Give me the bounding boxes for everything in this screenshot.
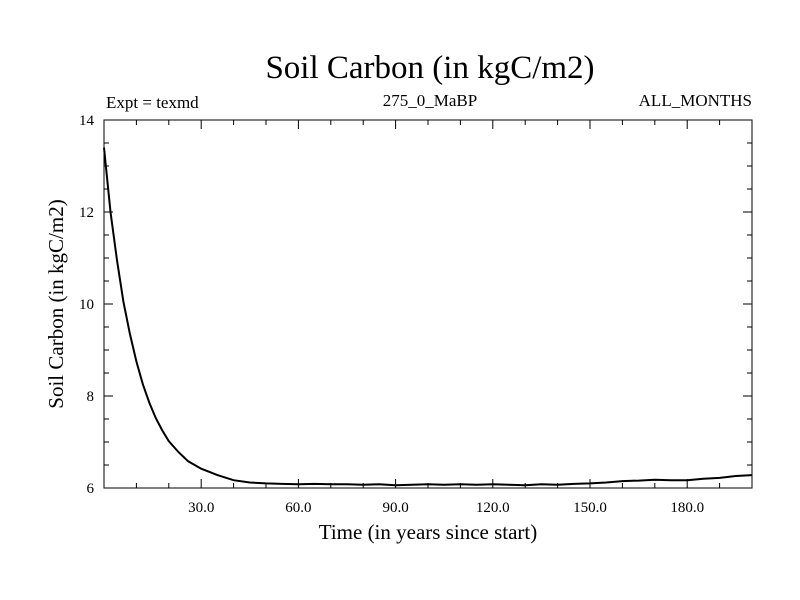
months-label: ALL_MONTHS bbox=[639, 91, 752, 110]
y-axis-ticks: 6 8 10 12 14 bbox=[79, 113, 752, 497]
x-tick-label: 30.0 bbox=[188, 500, 214, 516]
period-label: 275_0_MaBP bbox=[383, 91, 477, 110]
y-tick-label: 6 bbox=[87, 481, 95, 497]
x-tick-label: 150.0 bbox=[573, 500, 607, 516]
y-tick-label: 12 bbox=[79, 205, 94, 221]
x-tick-label: 90.0 bbox=[382, 500, 408, 516]
x-tick-label: 120.0 bbox=[476, 500, 510, 516]
x-tick-label: 180.0 bbox=[670, 500, 704, 516]
experiment-label: Expt = texmd bbox=[106, 93, 199, 112]
chart-title: Soil Carbon (in kgC/m2) bbox=[265, 50, 594, 86]
y-tick-label: 14 bbox=[79, 113, 95, 129]
soil-carbon-series-line bbox=[103, 147, 753, 487]
y-axis-label: Soil Carbon (in kgC/m2) bbox=[44, 199, 68, 408]
y-tick-label: 10 bbox=[79, 297, 94, 313]
y-tick-label: 8 bbox=[87, 389, 95, 405]
x-tick-label: 60.0 bbox=[285, 500, 311, 516]
x-axis-ticks: 30.0 60.0 90.0 120.0 150.0 180.0 bbox=[135, 120, 721, 516]
plot-frame bbox=[103, 119, 753, 489]
x-axis-label: Time (in years since start) bbox=[319, 520, 538, 544]
